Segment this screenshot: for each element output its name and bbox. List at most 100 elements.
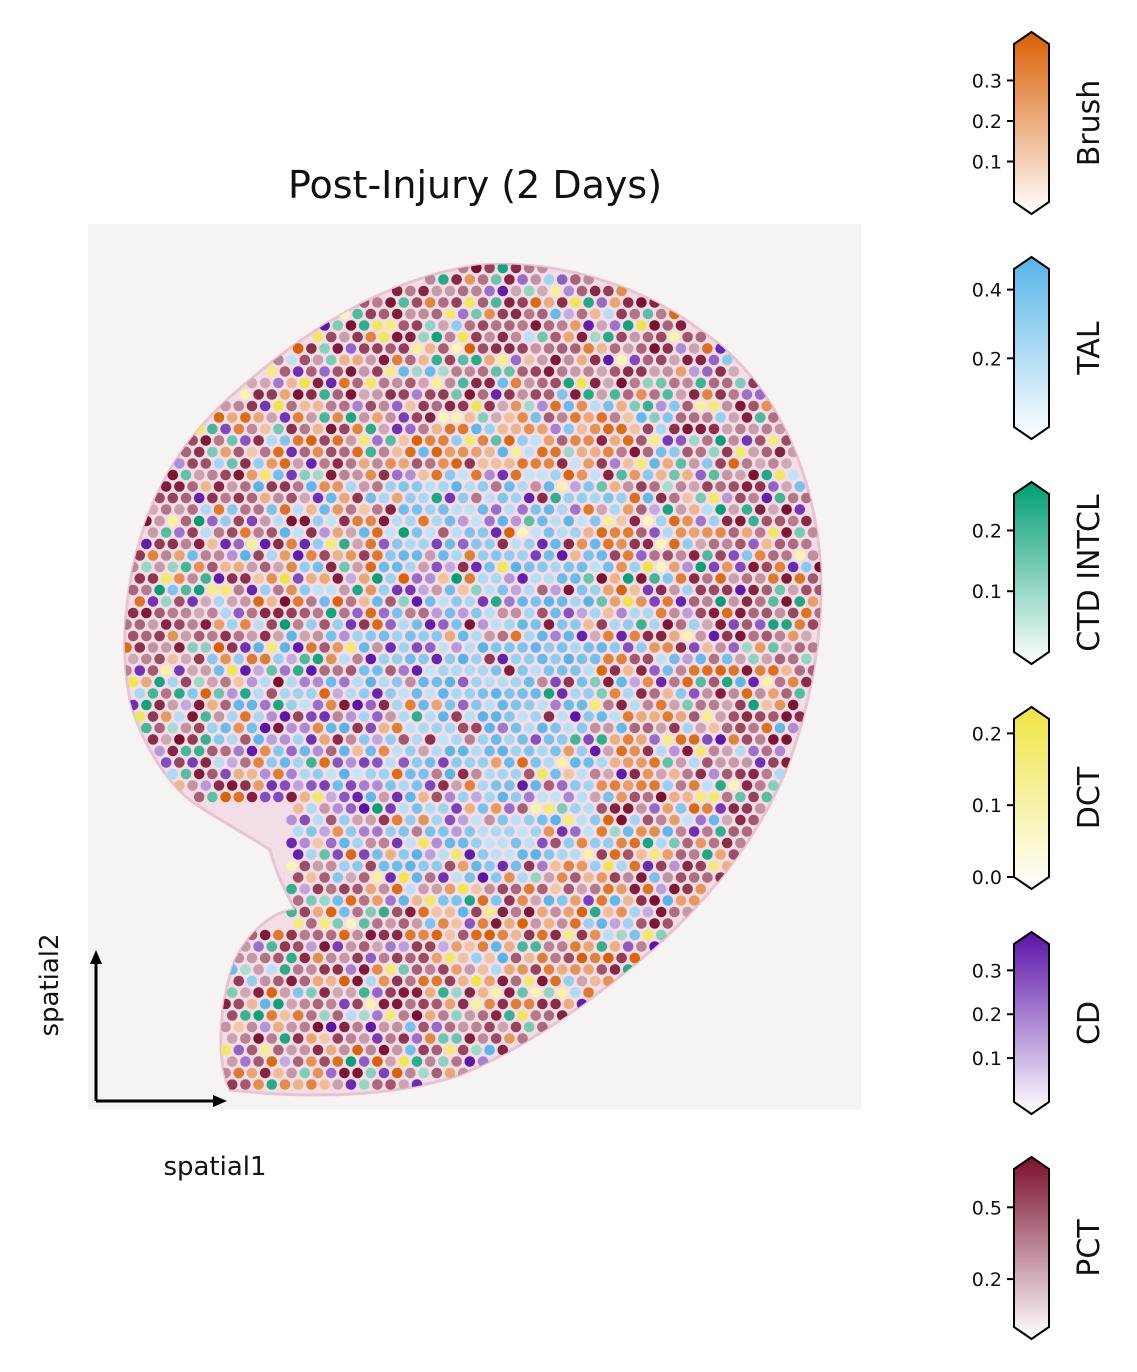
spot [167, 699, 179, 711]
spot [332, 343, 344, 354]
spot [332, 711, 344, 722]
spot [556, 412, 568, 423]
spot [292, 619, 304, 630]
spot [167, 745, 179, 757]
spot [616, 400, 627, 412]
spot [312, 515, 324, 527]
spot [220, 676, 231, 688]
spot [629, 354, 641, 366]
spot [299, 883, 311, 895]
spot [682, 446, 693, 458]
spot [273, 515, 284, 527]
spot [253, 780, 264, 791]
spot [781, 688, 792, 699]
spot [616, 607, 627, 619]
spot [484, 998, 495, 1010]
spot [748, 400, 759, 412]
spot [721, 722, 733, 734]
spot [629, 538, 641, 550]
spot [306, 504, 317, 515]
spot-layer [124, 264, 821, 1090]
spot [464, 504, 476, 515]
spot [266, 1079, 278, 1090]
spot [550, 883, 561, 895]
spot [352, 814, 363, 826]
spot [490, 412, 502, 423]
spot [365, 906, 377, 918]
spot [438, 274, 449, 285]
spot [464, 320, 476, 331]
spot [523, 423, 535, 435]
spot [332, 987, 344, 998]
spot [596, 343, 608, 354]
spot [550, 446, 561, 458]
spot [160, 596, 172, 607]
spot [490, 849, 502, 860]
spot [556, 757, 568, 768]
spot [292, 366, 304, 377]
spot [431, 446, 443, 458]
spot [365, 630, 377, 642]
spot [556, 642, 568, 653]
spot [385, 711, 396, 722]
spot [358, 918, 370, 929]
spot [504, 780, 515, 791]
spot [444, 469, 456, 481]
spot [259, 377, 271, 389]
spot [556, 389, 568, 400]
spot [517, 343, 528, 354]
spot [497, 561, 509, 573]
spot [266, 458, 278, 469]
spot [490, 918, 502, 929]
spot [754, 642, 766, 653]
spot [319, 481, 330, 492]
spot [207, 676, 218, 688]
spot [741, 826, 753, 837]
spot [695, 607, 707, 619]
spot [352, 768, 363, 780]
spot [715, 412, 726, 423]
spot [517, 320, 528, 331]
spot [180, 607, 192, 619]
spot [728, 688, 740, 699]
spot [358, 435, 370, 446]
spot [385, 550, 396, 561]
spot [253, 1056, 264, 1067]
spot [306, 665, 317, 676]
spot [497, 883, 509, 895]
spot [622, 849, 634, 860]
spot [431, 975, 443, 987]
spot [477, 550, 489, 561]
spot [200, 481, 212, 492]
spot [523, 446, 535, 458]
spot [715, 550, 726, 561]
spot [748, 791, 759, 803]
spot [187, 458, 198, 469]
spot [352, 377, 363, 389]
spot [589, 653, 601, 665]
spot [391, 791, 403, 803]
spot [675, 596, 687, 607]
spot [490, 343, 502, 354]
spot [576, 975, 588, 987]
spot [748, 446, 759, 458]
spot [728, 665, 740, 676]
spot [622, 458, 634, 469]
spot [292, 987, 304, 998]
spot [556, 435, 568, 446]
spot [774, 423, 786, 435]
spot [530, 780, 542, 791]
spot [662, 343, 674, 354]
spot [768, 757, 779, 768]
spot [504, 895, 515, 906]
spot [589, 607, 601, 619]
spot [273, 607, 284, 619]
spot [365, 377, 377, 389]
spot [398, 941, 410, 952]
spot [134, 665, 146, 676]
spot [134, 550, 146, 561]
colorbar-label: CTD INTCL [1072, 494, 1107, 652]
spot [695, 469, 707, 481]
spot [629, 699, 641, 711]
spot [728, 366, 740, 377]
